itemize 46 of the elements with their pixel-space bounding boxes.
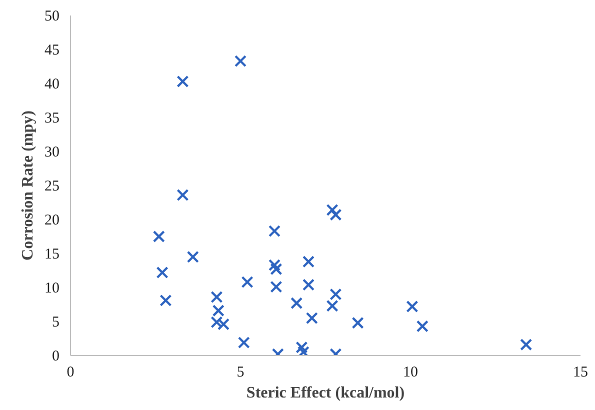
point — [306, 312, 318, 324]
x-tick-label: 5 — [236, 364, 244, 380]
point — [326, 300, 338, 312]
x-axis-title: Steric Effect (kcal/mol) — [246, 384, 405, 402]
point — [152, 230, 165, 243]
point — [520, 338, 532, 351]
x-tick-label: 10 — [403, 364, 418, 380]
y-tick-label: 20 — [44, 212, 60, 228]
point — [238, 336, 250, 349]
point — [302, 256, 315, 268]
point — [268, 225, 281, 238]
point — [406, 300, 418, 313]
y-axis-title: Corrosion Rate (mpy) — [20, 110, 36, 260]
y-tick-label: 30 — [44, 144, 60, 160]
point — [290, 297, 303, 310]
y-tick-label: 10 — [44, 280, 60, 296]
point — [330, 208, 342, 221]
x-tick-label: 15 — [573, 364, 588, 380]
point — [270, 280, 282, 293]
point — [326, 204, 338, 216]
y-tick-label: 5 — [52, 314, 60, 330]
y-tick-label: 15 — [44, 246, 60, 262]
point — [176, 75, 189, 88]
point — [210, 290, 223, 304]
point — [330, 288, 342, 300]
point — [416, 320, 428, 332]
y-tick-label: 25 — [44, 178, 60, 194]
point — [270, 263, 282, 276]
point — [186, 250, 199, 263]
x-tick-label: 0 — [66, 364, 74, 380]
point — [176, 188, 189, 202]
point — [234, 55, 247, 68]
y-tick-label: 45 — [44, 42, 60, 58]
y-tick-label: 35 — [44, 110, 60, 126]
point — [156, 266, 168, 279]
y-tick-label: 0 — [52, 348, 60, 364]
y-tick-label: 50 — [44, 8, 60, 24]
point — [297, 346, 310, 356]
point — [160, 294, 172, 306]
point — [296, 341, 308, 354]
point — [352, 316, 364, 329]
point — [302, 278, 315, 291]
point — [241, 276, 254, 288]
point — [268, 259, 281, 272]
y-tick-label: 40 — [44, 76, 60, 92]
point — [212, 304, 224, 317]
